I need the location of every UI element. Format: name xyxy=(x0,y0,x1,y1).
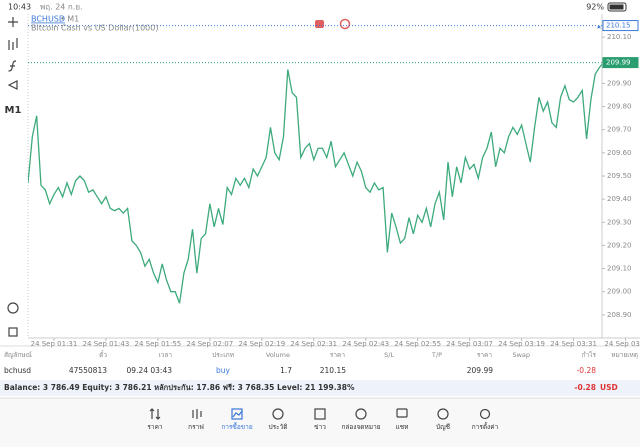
x-tick-label: 24 Sep 03:19 xyxy=(498,340,545,348)
tab-icon xyxy=(232,410,243,418)
column-header: T/P xyxy=(431,351,442,359)
plot-area xyxy=(28,63,602,304)
tab-icon xyxy=(396,408,408,418)
chart-subtitle: Bitcoin Cash vs US Dollar(1000) xyxy=(31,24,158,33)
tab-icon xyxy=(355,408,367,420)
position-price: 209.99 xyxy=(467,366,493,375)
column-header: ราคา xyxy=(477,351,492,359)
column-header: ประเภท xyxy=(212,351,234,359)
balance-line: Balance: 3 786.49 Equity: 3 786.21 หลักป… xyxy=(4,383,355,392)
x-tick-label: 24 Sep 01:31 xyxy=(31,340,78,348)
sell-button[interactable] xyxy=(315,20,324,28)
tab-label[interactable]: ประวัติ xyxy=(269,423,288,431)
x-tick-label: 24 Sep 02:19 xyxy=(238,340,285,348)
one-click-button[interactable] xyxy=(339,18,351,30)
status-battery: 92% xyxy=(586,3,604,12)
y-tick-label: 209.70 xyxy=(607,126,632,134)
x-tick-label: 24 Sep 03:4 xyxy=(604,340,640,348)
chart-timeframe: • M1 xyxy=(60,15,79,24)
summary-currency: USD xyxy=(600,383,618,392)
left-toolbar[interactable] xyxy=(7,17,19,337)
tab-icon xyxy=(149,408,161,420)
price-label-box xyxy=(602,57,639,69)
summary-bar xyxy=(0,380,640,396)
y-tick-label: 209.20 xyxy=(607,241,632,249)
crosshair-tool[interactable] xyxy=(8,17,18,27)
tab-icon xyxy=(314,408,326,420)
column-header: เวลา xyxy=(158,351,172,359)
battery-icon xyxy=(607,2,627,12)
x-tick-label: 24 Sep 03:07 xyxy=(446,340,493,348)
tab-icon xyxy=(272,408,284,420)
tab-label[interactable]: บัญชี xyxy=(436,423,451,431)
tab-bar xyxy=(0,398,640,447)
x-tick-label: 24 Sep 02:55 xyxy=(394,340,441,348)
position-type: buy xyxy=(216,366,231,375)
tab-icon xyxy=(437,408,449,420)
x-tick-label: 24 Sep 02:07 xyxy=(186,340,233,348)
y-tick-label: 209.90 xyxy=(607,79,632,87)
y-tick-label: 209.40 xyxy=(607,195,632,203)
y-tick-label: 209.80 xyxy=(607,103,632,111)
tab-label[interactable]: กราฟ xyxy=(188,423,204,431)
y-tick-label: 208.90 xyxy=(607,311,632,319)
column-header: S/L xyxy=(384,351,394,359)
tab-label[interactable]: กล่องจดหมาย xyxy=(341,423,380,431)
x-tick-label: 24 Sep 02:31 xyxy=(290,340,337,348)
column-header: ราคา xyxy=(330,351,345,359)
position-open-price: 210.15 xyxy=(320,366,346,375)
tab-label[interactable]: การซื้อขาย xyxy=(221,422,252,431)
tab-icon xyxy=(479,408,491,420)
star-icon[interactable] xyxy=(597,25,601,29)
tab-label[interactable]: การตั้งค่า xyxy=(472,422,499,431)
position-volume: 1.7 xyxy=(280,366,292,375)
tab-label[interactable]: ราคา xyxy=(147,423,162,431)
column-header: หมายเหตุ xyxy=(611,351,638,359)
tab-icon xyxy=(231,408,243,420)
price-label-box xyxy=(602,20,639,32)
column-header: Swap xyxy=(512,351,530,359)
price-label: 210.15 xyxy=(606,22,631,30)
column-header: สัญลักษณ์ xyxy=(4,351,32,359)
price-line-series xyxy=(28,63,602,304)
chart-symbol[interactable]: BCHUSD xyxy=(31,15,65,24)
status-time: 10:43 xyxy=(8,3,31,12)
status-date: พฤ. 24 ก.ย. xyxy=(40,3,83,12)
indicators-tool[interactable] xyxy=(8,38,18,50)
timeframe-button[interactable]: M1 xyxy=(5,105,22,116)
column-header: ตั๋ว xyxy=(99,350,107,359)
battery-level xyxy=(609,4,624,10)
column-header: กำไร xyxy=(582,351,597,359)
y-tick-label: 209.30 xyxy=(607,218,632,226)
objects-tool[interactable] xyxy=(7,80,18,90)
y-tick-label: 209.10 xyxy=(607,265,632,273)
x-tick-label: 24 Sep 02:43 xyxy=(342,340,389,348)
y-tick-label: 210.10 xyxy=(607,33,632,41)
tab-label[interactable]: แชท xyxy=(396,423,409,431)
y-tick-label: 209.50 xyxy=(607,172,632,180)
zoom-tool[interactable] xyxy=(7,302,19,314)
price-label: 209.99 xyxy=(606,59,631,67)
position-symbol: bchusd xyxy=(4,366,31,375)
column-header: Volume xyxy=(266,351,290,359)
position-ticket: 47550813 xyxy=(69,366,107,375)
new-order-tool[interactable] xyxy=(8,327,18,337)
x-tick-label: 24 Sep 01:55 xyxy=(135,340,182,348)
position-time: 09.24 03:43 xyxy=(127,366,173,375)
y-tick-label: 209.00 xyxy=(607,288,632,296)
functions-tool[interactable] xyxy=(8,60,17,72)
x-tick-label: 24 Sep 03:31 xyxy=(550,340,597,348)
x-tick-label: 24 Sep 01:43 xyxy=(83,340,130,348)
position-profit: -0.28 xyxy=(577,366,597,375)
tab-icons xyxy=(149,408,491,420)
tab-icon xyxy=(192,409,202,419)
y-tick-label: 209.60 xyxy=(607,149,632,157)
tab-label[interactable]: ข่าว xyxy=(314,423,326,431)
summary-profit: -0.28 xyxy=(574,383,596,392)
